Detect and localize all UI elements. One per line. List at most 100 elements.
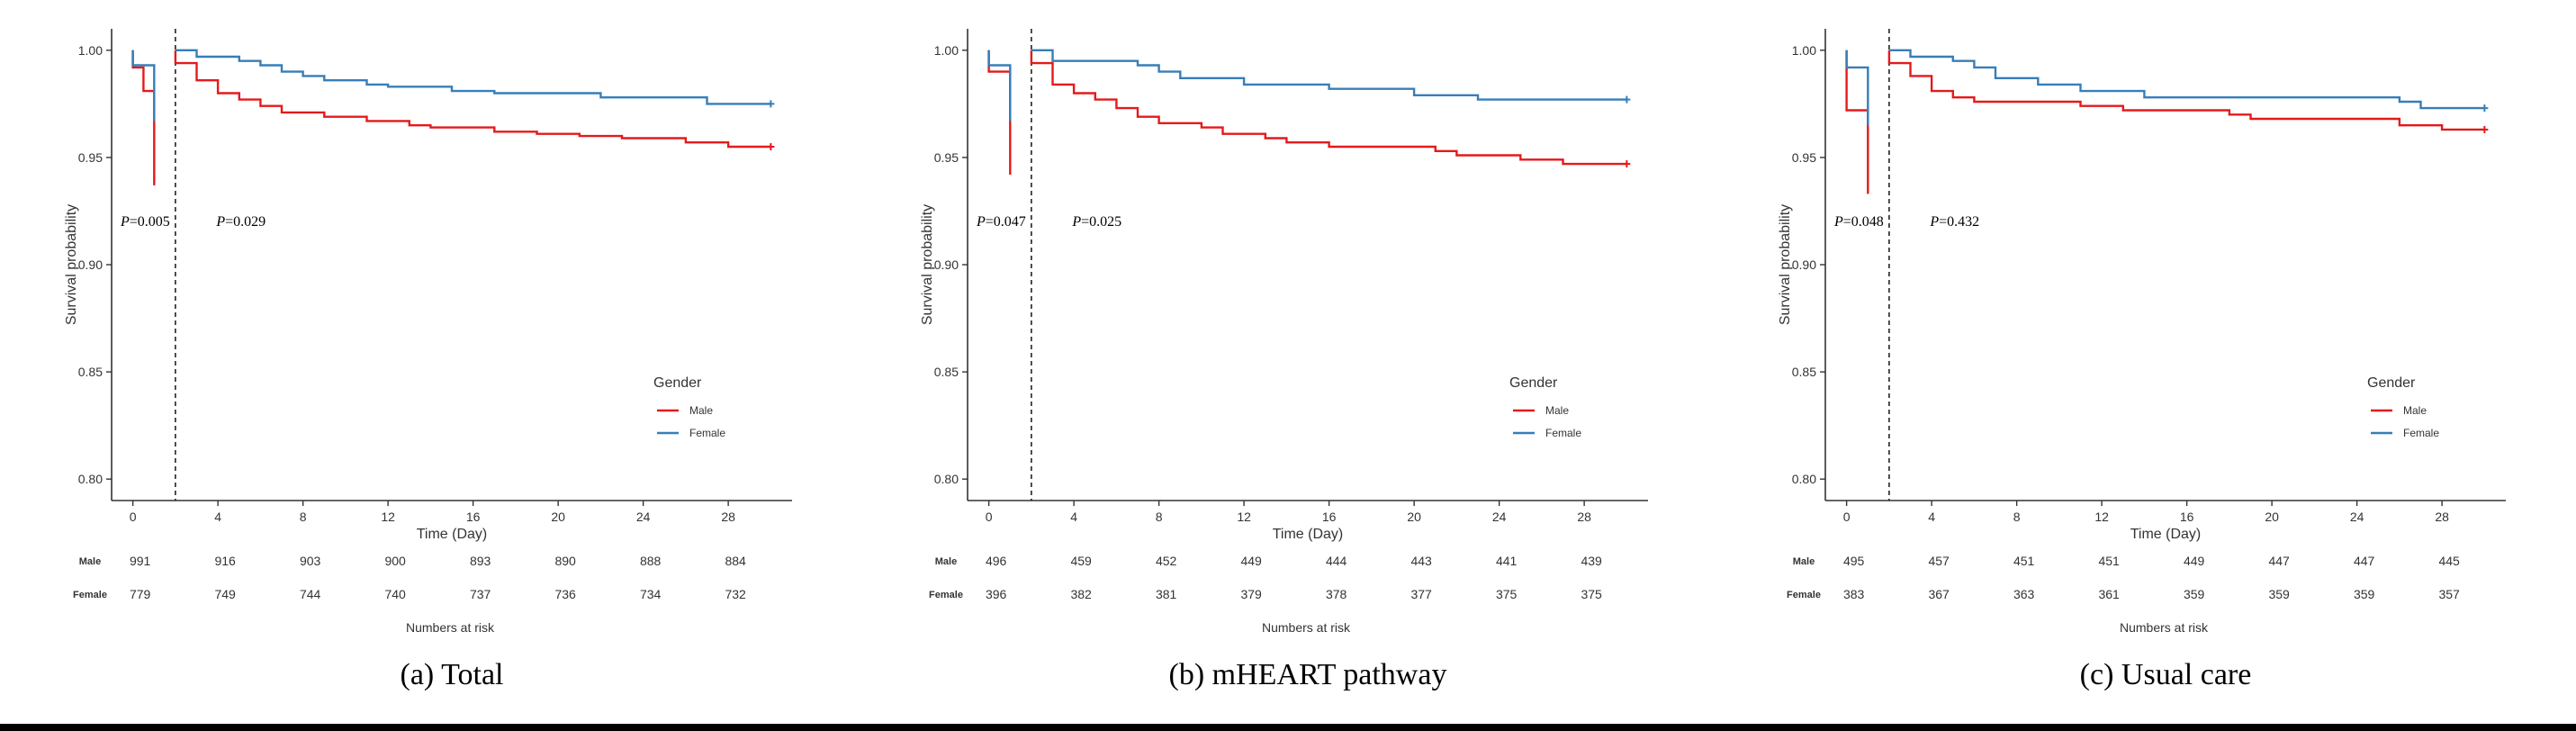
- risk-value: 396: [986, 587, 1007, 601]
- risk-value: 916: [214, 554, 236, 568]
- p-value-label: P=0.047: [976, 214, 1026, 230]
- panel-c: 0.80 0.85 0.90 0.95 1.00 0 4 8 12 16 20 24 28 Time (D…: [1778, 29, 2506, 691]
- risk-value: 457: [1928, 554, 1950, 568]
- risk-value: 359: [2268, 587, 2290, 601]
- y-tick-label: 0.80: [78, 472, 103, 486]
- risk-value: 447: [2268, 554, 2290, 568]
- risk-table-title: Numbers at risk: [2120, 620, 2209, 635]
- risk-value: 375: [1581, 587, 1602, 601]
- risk-table-title: Numbers at risk: [406, 620, 495, 635]
- risk-value: 459: [1070, 554, 1092, 568]
- x-axis-title: Time (Day): [1273, 527, 1344, 542]
- risk-value: 495: [1843, 554, 1865, 568]
- curve-female: [175, 49, 771, 105]
- p-symbol: P: [1833, 214, 1843, 230]
- legend-label-male: Male: [689, 404, 713, 417]
- x-tick-label: 20: [1407, 510, 1421, 524]
- curve-female: [1888, 49, 2485, 110]
- x-tick-label: 0: [986, 510, 993, 524]
- risk-value: 382: [1070, 587, 1092, 601]
- y-tick-label: 1.00: [1792, 43, 1816, 58]
- y-axis-title: Survival probability: [64, 204, 79, 325]
- p-symbol: P: [215, 214, 225, 230]
- y-tick-label: 0.95: [78, 150, 103, 165]
- risk-value: 449: [1240, 554, 1262, 568]
- y-tick-label: 0.90: [78, 257, 103, 272]
- risk-row-label: Male: [1793, 556, 1815, 567]
- risk-value: 447: [2354, 554, 2375, 568]
- risk-value: 884: [725, 554, 746, 568]
- panel-caption: (c) Usual care: [2080, 658, 2252, 691]
- panel-a: 0.80 0.85 0.90 0.95 1.00 0 4 8 12 16 20 24 28 Time (D…: [64, 29, 792, 691]
- risk-value: 357: [2438, 587, 2460, 601]
- risk-value: 732: [725, 587, 746, 601]
- x-tick-label: 4: [214, 510, 221, 524]
- p-symbol: P: [1929, 214, 1939, 230]
- x-tick-label: 0: [130, 510, 137, 524]
- bottom-border: [0, 724, 2576, 731]
- x-tick-label: 24: [1492, 510, 1507, 524]
- legend: Gender Male Female: [653, 375, 725, 439]
- x-tick-label: 24: [636, 510, 651, 524]
- x-tick-label: 28: [1577, 510, 1591, 524]
- curve-female: [131, 50, 156, 122]
- curve-male: [1845, 50, 1869, 194]
- risk-value: 452: [1156, 554, 1177, 568]
- risk-value: 359: [2354, 587, 2375, 601]
- p-symbol: P: [120, 214, 130, 230]
- p-value-label: P=0.005: [120, 214, 170, 230]
- y-tick-label: 1.00: [78, 43, 103, 58]
- p-value-text: =0.005: [130, 214, 170, 230]
- x-tick-label: 12: [381, 510, 395, 524]
- y-tick-label: 0.85: [934, 365, 959, 379]
- risk-value: 734: [640, 587, 662, 601]
- legend-title: Gender: [2367, 375, 2416, 391]
- legend-label-male: Male: [2403, 404, 2427, 417]
- curve-female: [987, 50, 1012, 122]
- risk-value: 378: [1326, 587, 1347, 601]
- x-tick-label: 8: [1156, 510, 1163, 524]
- risk-value: 900: [384, 554, 406, 568]
- curve-female: [1845, 50, 1869, 126]
- risk-value: 744: [300, 587, 321, 601]
- x-tick-label: 0: [1843, 510, 1851, 524]
- x-tick-label: 12: [2094, 510, 2109, 524]
- x-axis-title: Time (Day): [2130, 527, 2202, 542]
- legend: Gender Male Female: [1509, 375, 1581, 439]
- legend-label-female: Female: [2403, 427, 2439, 439]
- y-axis-title: Survival probability: [1778, 204, 1793, 325]
- risk-value: 375: [1496, 587, 1518, 601]
- y-tick-label: 0.80: [1792, 472, 1816, 486]
- legend-label-male: Male: [1545, 404, 1569, 417]
- x-tick-label: 16: [1322, 510, 1337, 524]
- risk-value: 903: [300, 554, 321, 568]
- x-tick-label: 4: [1070, 510, 1077, 524]
- legend-label-female: Female: [689, 427, 725, 439]
- risk-value: 451: [2098, 554, 2120, 568]
- curve-male: [131, 50, 156, 185]
- curve-male: [1887, 50, 2485, 131]
- risk-row-label: Female: [73, 590, 107, 600]
- risk-value: 444: [1326, 554, 1347, 568]
- risk-value: 991: [130, 554, 151, 568]
- risk-value: 749: [214, 587, 236, 601]
- p-value-label: P=0.025: [1071, 214, 1121, 230]
- p-value-text: =0.029: [225, 214, 266, 230]
- risk-row-label: Male: [935, 556, 957, 567]
- x-tick-label: 28: [2435, 510, 2449, 524]
- risk-row-label: Female: [1787, 590, 1821, 600]
- p-value-text: =0.048: [1843, 214, 1884, 230]
- y-tick-label: 0.85: [1792, 365, 1816, 379]
- panel-b: 0.80 0.85 0.90 0.95 1.00 0 4 8 12 16 20 24 28 Time (D…: [920, 29, 1648, 691]
- y-tick-label: 1.00: [934, 43, 959, 58]
- risk-value: 443: [1410, 554, 1432, 568]
- panel-caption: (b) mHEART pathway: [1169, 658, 1447, 691]
- legend-label-female: Female: [1545, 427, 1581, 439]
- x-tick-label: 28: [721, 510, 735, 524]
- risk-table-title: Numbers at risk: [1262, 620, 1351, 635]
- x-tick-label: 8: [2013, 510, 2021, 524]
- risk-value: 890: [554, 554, 576, 568]
- x-tick-label: 20: [2265, 510, 2279, 524]
- legend: Gender Male Female: [2367, 375, 2439, 439]
